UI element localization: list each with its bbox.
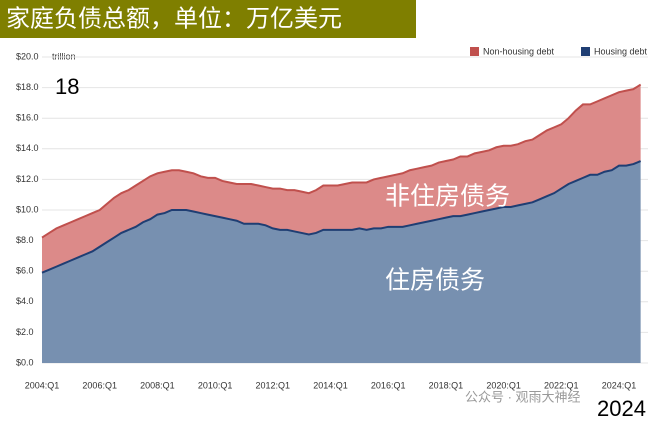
y-tick-label: $16.0 [16,113,39,123]
x-tick-label: 2008:Q1 [140,380,175,390]
x-tick-label: 2020:Q1 [486,380,521,390]
y-tick-label: $8.0 [16,235,34,245]
y-tick-label: $12.0 [16,174,39,184]
annotation: 2024 [597,396,646,421]
legend-label: Non-housing debt [483,46,555,56]
x-tick-label: 2006:Q1 [82,380,117,390]
x-tick-label: 2010:Q1 [198,380,233,390]
x-tick-label: 2014:Q1 [313,380,348,390]
y-unit: trillion [52,51,76,61]
chart-title: 家庭负债总额，单位：万亿美元 [6,5,342,32]
x-tick-label: 2022:Q1 [544,380,579,390]
area-line [41,83,642,239]
y-tick-label: $4.0 [16,296,34,306]
area [42,84,641,273]
y-tick-label: $18.0 [16,82,39,92]
title-background [0,0,416,38]
legend-label: Housing debt [594,46,648,56]
annotation: 住房债务 [385,267,485,295]
x-tick-label: 2012:Q1 [256,380,291,390]
annotation: 非住房债务 [385,183,510,211]
y-tick-label: $14.0 [16,143,39,153]
y-tick-label: $10.0 [16,204,39,214]
y-tick-label: $6.0 [16,266,34,276]
legend-swatch [470,47,479,56]
annotation: 18 [55,74,79,99]
y-tick-label: $0.0 [16,357,34,367]
x-tick-label: 2016:Q1 [371,380,406,390]
x-tick-label: 2004:Q1 [25,380,60,390]
y-tick-label: $2.0 [16,327,34,337]
area-line [41,160,642,274]
y-tick-label: $20.0 [16,51,39,61]
annotation: 公众号 · 观雨大神经 [465,389,581,404]
x-tick-label: 2024:Q1 [602,380,637,390]
x-tick-label: 2018:Q1 [429,380,464,390]
legend-swatch [581,47,590,56]
